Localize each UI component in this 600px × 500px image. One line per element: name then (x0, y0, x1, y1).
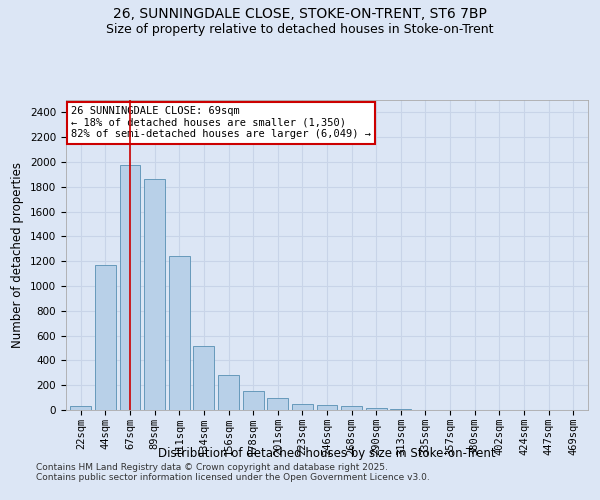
Text: 26 SUNNINGDALE CLOSE: 69sqm
← 18% of detached houses are smaller (1,350)
82% of : 26 SUNNINGDALE CLOSE: 69sqm ← 18% of det… (71, 106, 371, 140)
Bar (341, 406, 362, 410)
Bar (169, 256, 190, 410)
Bar (70, 406, 91, 410)
Bar (218, 376, 239, 410)
Bar (366, 408, 387, 410)
Text: Contains HM Land Registry data © Crown copyright and database right 2025.: Contains HM Land Registry data © Crown c… (36, 464, 388, 472)
Text: Size of property relative to detached houses in Stoke-on-Trent: Size of property relative to detached ho… (106, 22, 494, 36)
Y-axis label: Number of detached properties: Number of detached properties (11, 162, 25, 348)
Bar (317, 406, 337, 410)
Text: Contains public sector information licensed under the Open Government Licence v3: Contains public sector information licen… (36, 474, 430, 482)
Bar (242, 391, 263, 410)
Bar (144, 180, 165, 410)
Text: Distribution of detached houses by size in Stoke-on-Trent: Distribution of detached houses by size … (158, 448, 496, 460)
Bar (119, 165, 140, 410)
Text: 26, SUNNINGDALE CLOSE, STOKE-ON-TRENT, ST6 7BP: 26, SUNNINGDALE CLOSE, STOKE-ON-TRENT, S… (113, 8, 487, 22)
Bar (95, 265, 116, 410)
Bar (292, 404, 313, 410)
Bar (267, 398, 288, 410)
Bar (193, 346, 214, 410)
